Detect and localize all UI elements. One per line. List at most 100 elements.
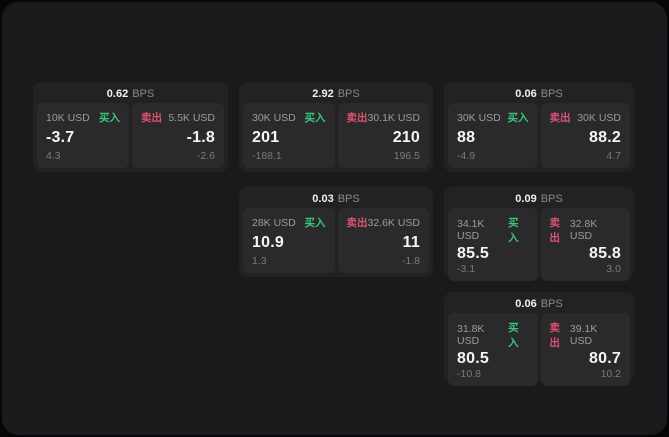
quote-card: 0.62 BPS 10K USD 买入 -3.7 4.3 卖出 5.5K USD…	[33, 82, 228, 172]
sell-panel-header: 卖出 30.1K USD	[347, 110, 421, 125]
sell-price: -1.8	[186, 128, 215, 146]
buy-side-label: 买入	[508, 217, 519, 244]
buy-quote-panel[interactable]: 30K USD 买入 201 -188.1	[243, 103, 335, 168]
buy-delta: 1.3	[252, 255, 267, 267]
bps-unit-label: BPS	[540, 193, 563, 205]
buy-amount: 28K USD	[252, 216, 296, 229]
buy-delta: -4.9	[457, 150, 476, 162]
sell-quote-panel[interactable]: 卖出 30.1K USD 210 196.5	[337, 103, 429, 168]
quote-panels: 30K USD 买入 88 -4.9 卖出 30K USD 88.2 4.7	[448, 103, 630, 168]
bps-unit-label: BPS	[540, 298, 563, 310]
bps-unit-label: BPS	[132, 88, 155, 100]
buy-quote-panel[interactable]: 30K USD 买入 88 -4.9	[448, 103, 538, 168]
sell-delta: 10.2	[600, 368, 621, 380]
buy-price: 88	[457, 128, 476, 146]
sell-delta: -2.6	[196, 150, 215, 162]
quote-card-grid: 0.62 BPS 10K USD 买入 -3.7 4.3 卖出 5.5K USD…	[33, 82, 634, 386]
sell-panel-header: 卖出 5.5K USD	[141, 110, 215, 125]
bps-value: 2.92	[312, 88, 334, 100]
buy-price: 10.9	[252, 233, 284, 251]
buy-quote-panel[interactable]: 28K USD 买入 10.9 1.3	[243, 208, 335, 273]
sell-amount: 39.1K USD	[569, 323, 598, 347]
sell-side-label: 卖出	[549, 217, 561, 244]
sell-price: 88.2	[589, 128, 621, 146]
bps-value: 0.03	[312, 193, 334, 205]
sell-price: 11	[402, 233, 420, 251]
quote-card: 0.06 BPS 31.8K USD 买入 80.5 -10.8 卖出 39.1…	[444, 292, 634, 386]
sell-price: 85.8	[589, 245, 621, 262]
buy-side-label: 买入	[507, 112, 529, 124]
buy-quote-panel[interactable]: 34.1K USD 买入 85.5 -3.1	[448, 208, 538, 281]
buy-side-label: 买入	[99, 112, 120, 124]
bps-unit-label: BPS	[337, 193, 360, 205]
bps-value: 0.06	[515, 88, 537, 100]
card-header: 0.06 BPS	[448, 295, 630, 313]
sell-price: 80.7	[589, 350, 621, 367]
card-header: 0.09 BPS	[448, 190, 630, 208]
sell-side-label: 卖出	[346, 112, 368, 124]
buy-amount: 31.8K USD	[457, 323, 485, 347]
sell-price: 210	[392, 128, 420, 146]
buy-panel-header: 10K USD 买入	[46, 110, 120, 125]
bps-unit-label: BPS	[337, 88, 360, 100]
sell-delta: -1.8	[401, 255, 420, 267]
buy-amount: 34.1K USD	[457, 218, 485, 242]
buy-panel-header: 30K USD 买入	[252, 110, 326, 125]
sell-amount: 30.1K USD	[367, 111, 421, 124]
buy-side-label: 买入	[508, 322, 519, 349]
card-header: 0.62 BPS	[37, 85, 224, 103]
sell-quote-panel[interactable]: 卖出 30K USD 88.2 4.7	[540, 103, 630, 168]
sell-amount: 32.8K USD	[569, 218, 598, 242]
buy-panel-header: 30K USD 买入	[457, 110, 529, 125]
sell-side-label: 卖出	[346, 217, 368, 229]
buy-side-label: 买入	[304, 217, 326, 229]
quote-card: 2.92 BPS 30K USD 买入 201 -188.1 卖出 30.1K …	[239, 82, 433, 172]
sell-side-label: 卖出	[549, 322, 561, 349]
sell-delta: 4.7	[606, 150, 621, 162]
sell-quote-panel[interactable]: 卖出 39.1K USD 80.7 10.2	[540, 313, 630, 386]
quote-panels: 31.8K USD 买入 80.5 -10.8 卖出 39.1K USD 80.…	[448, 313, 630, 386]
card-header: 0.06 BPS	[448, 85, 630, 103]
buy-delta: -3.1	[457, 263, 476, 275]
buy-price: 85.5	[457, 245, 489, 262]
sell-amount: 30K USD	[577, 111, 621, 124]
buy-amount: 10K USD	[46, 111, 90, 124]
sell-delta: 3.0	[606, 263, 621, 275]
sell-panel-header: 卖出 39.1K USD	[550, 320, 622, 350]
card-header: 0.03 BPS	[243, 190, 429, 208]
buy-amount: 30K USD	[252, 111, 296, 124]
buy-price: 80.5	[457, 350, 489, 367]
sell-panel-header: 卖出 30K USD	[550, 110, 622, 125]
sell-quote-panel[interactable]: 卖出 5.5K USD -1.8 -2.6	[132, 103, 224, 168]
buy-quote-panel[interactable]: 10K USD 买入 -3.7 4.3	[37, 103, 129, 168]
buy-amount: 30K USD	[457, 111, 501, 124]
quote-panels: 30K USD 买入 201 -188.1 卖出 30.1K USD 210 1…	[243, 103, 429, 168]
sell-amount: 32.6K USD	[367, 216, 421, 229]
buy-panel-header: 34.1K USD 买入	[457, 215, 529, 245]
buy-panel-header: 31.8K USD 买入	[457, 320, 529, 350]
sell-delta: 196.5	[393, 150, 420, 162]
quote-panels: 34.1K USD 买入 85.5 -3.1 卖出 32.8K USD 85.8…	[448, 208, 630, 281]
bps-value: 0.09	[515, 193, 537, 205]
buy-price: -3.7	[46, 128, 75, 146]
sell-panel-header: 卖出 32.6K USD	[347, 215, 421, 230]
bps-value: 0.62	[106, 88, 129, 100]
quote-card: 0.09 BPS 34.1K USD 买入 85.5 -3.1 卖出 32.8K…	[444, 187, 634, 281]
quote-card: 0.03 BPS 28K USD 买入 10.9 1.3 卖出 32.6K US…	[239, 187, 433, 277]
buy-price: 201	[252, 128, 280, 146]
sell-amount: 5.5K USD	[168, 111, 215, 124]
quote-panels: 28K USD 买入 10.9 1.3 卖出 32.6K USD 11 -1.8	[243, 208, 429, 273]
bps-value: 0.06	[515, 298, 537, 310]
buy-delta: -10.8	[457, 368, 481, 380]
bps-unit-label: BPS	[540, 88, 563, 100]
sell-side-label: 卖出	[141, 112, 162, 124]
buy-delta: -188.1	[252, 150, 282, 162]
sell-quote-panel[interactable]: 卖出 32.6K USD 11 -1.8	[337, 208, 429, 273]
buy-delta: 4.3	[46, 150, 61, 162]
quote-card: 0.06 BPS 30K USD 买入 88 -4.9 卖出 30K USD 8…	[444, 82, 634, 172]
quote-panels: 10K USD 买入 -3.7 4.3 卖出 5.5K USD -1.8 -2.…	[37, 103, 224, 168]
buy-quote-panel[interactable]: 31.8K USD 买入 80.5 -10.8	[448, 313, 538, 386]
sell-quote-panel[interactable]: 卖出 32.8K USD 85.8 3.0	[540, 208, 630, 281]
card-header: 2.92 BPS	[243, 85, 429, 103]
